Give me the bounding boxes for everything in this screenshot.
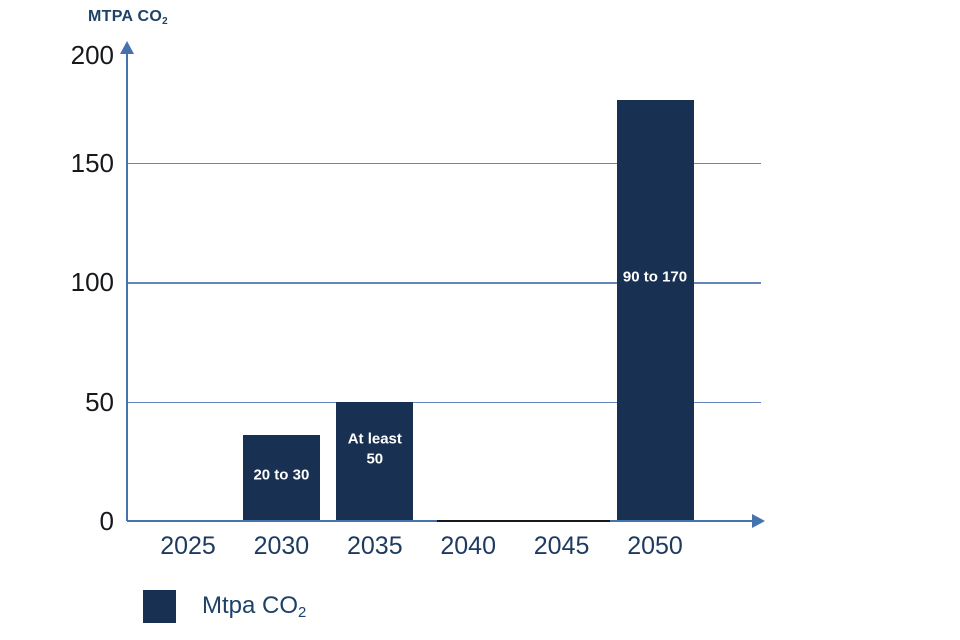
gridline-50	[127, 401, 761, 403]
y-axis-arrow-icon	[120, 41, 134, 54]
y-axis-title: MTPA CO2	[88, 8, 168, 27]
y-axis-title-subscript: 2	[162, 15, 168, 27]
gridline-100	[127, 282, 761, 284]
x-tick-label-2045: 2045	[533, 532, 590, 560]
bar-value-label-2050: 90 to 170	[622, 268, 688, 286]
bar-value-label-2030: 20 to 30	[253, 466, 310, 484]
bar-2035: At least 50	[336, 401, 414, 521]
x-axis-dark-segment	[437, 520, 610, 522]
x-tick-label-2040: 2040	[440, 532, 496, 560]
gridline-150	[127, 162, 761, 164]
legend-label-subscript: 2	[298, 605, 307, 622]
bar-value-label-2035: At least 50	[347, 430, 402, 468]
legend-label-text: Mtpa CO	[202, 591, 299, 619]
x-axis-arrow-icon	[752, 514, 765, 528]
y-axis-title-text: MTPA CO	[88, 8, 163, 25]
y-tick-label-150: 150	[70, 147, 114, 178]
y-axis-line	[126, 52, 128, 521]
y-tick-label-0: 0	[99, 506, 114, 536]
y-tick-label-200: 200	[70, 40, 114, 70]
bar-2050: 90 to 170	[616, 100, 694, 521]
x-tick-label-2025: 2025	[160, 532, 216, 560]
legend: Mtpa CO2	[143, 590, 306, 623]
x-tick-label-2035: 2035	[346, 532, 403, 560]
x-tick-label-2030: 2030	[253, 532, 310, 560]
bar-2030: 20 to 30	[242, 434, 320, 521]
x-tick-label-2050: 2050	[627, 532, 683, 560]
legend-swatch	[143, 590, 176, 623]
legend-label: Mtpa CO2	[202, 592, 306, 621]
y-tick-label-100: 100	[70, 267, 114, 297]
y-tick-label-50: 50	[85, 386, 114, 417]
